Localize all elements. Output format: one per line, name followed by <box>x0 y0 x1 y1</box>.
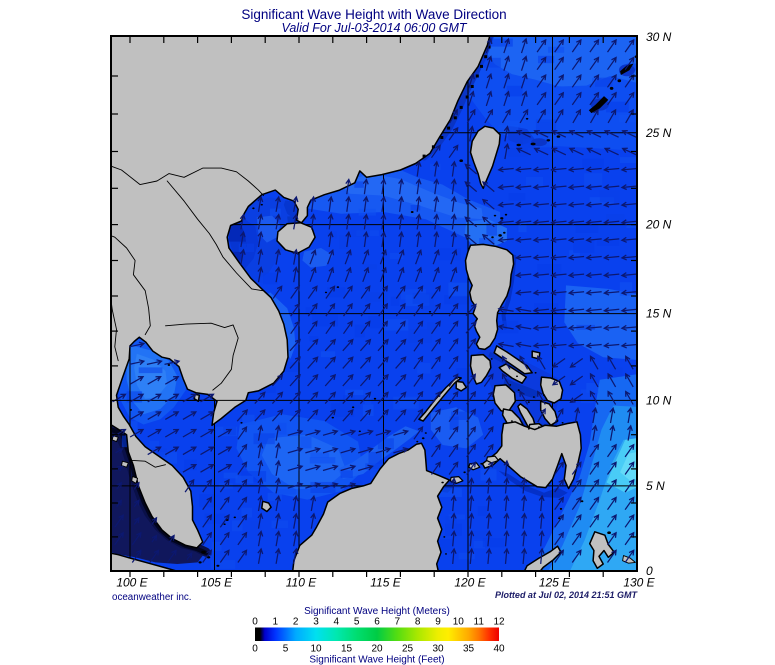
svg-text:Plotted at Jul 02, 2014 21:51: Plotted at Jul 02, 2014 21:51 GMT <box>495 590 639 600</box>
svg-text:oceanweather inc.: oceanweather inc. <box>112 592 192 603</box>
svg-text:120 E: 120 E <box>454 576 486 590</box>
svg-text:0: 0 <box>646 564 653 578</box>
svg-text:5 N: 5 N <box>646 479 665 493</box>
svg-text:25: 25 <box>402 644 414 655</box>
svg-text:2: 2 <box>293 617 299 628</box>
svg-text:35: 35 <box>463 644 475 655</box>
svg-text:1: 1 <box>273 617 279 628</box>
svg-text:12: 12 <box>493 617 505 628</box>
svg-text:130 E: 130 E <box>623 576 655 590</box>
svg-text:30 N: 30 N <box>646 30 672 44</box>
svg-text:10: 10 <box>453 617 465 628</box>
svg-text:40: 40 <box>493 644 505 655</box>
svg-text:110 E: 110 E <box>286 576 317 590</box>
svg-text:6: 6 <box>374 617 380 628</box>
svg-text:Significant Wave Height (Meter: Significant Wave Height (Meters) <box>304 606 450 617</box>
svg-text:4: 4 <box>334 617 340 628</box>
svg-text:105 E: 105 E <box>201 576 233 590</box>
svg-text:15 N: 15 N <box>646 307 672 321</box>
svg-text:10: 10 <box>310 644 322 655</box>
svg-text:11: 11 <box>474 617 485 628</box>
svg-text:0: 0 <box>252 617 258 628</box>
svg-text:0: 0 <box>252 644 258 655</box>
svg-text:115 E: 115 E <box>370 576 401 590</box>
svg-text:7: 7 <box>395 617 401 628</box>
svg-text:25 N: 25 N <box>645 126 672 140</box>
svg-text:20: 20 <box>371 644 383 655</box>
svg-text:Valid For Jul-03-2014 06:00 GM: Valid For Jul-03-2014 06:00 GMT <box>281 21 467 35</box>
svg-text:10 N: 10 N <box>646 393 672 407</box>
svg-text:20 N: 20 N <box>645 218 672 232</box>
svg-text:3: 3 <box>313 617 319 628</box>
svg-text:5: 5 <box>283 644 289 655</box>
svg-text:5: 5 <box>354 617 360 628</box>
svg-text:9: 9 <box>435 617 441 628</box>
svg-text:125 E: 125 E <box>539 576 571 590</box>
svg-text:Significant Wave Height (Feet): Significant Wave Height (Feet) <box>309 655 444 665</box>
svg-text:30: 30 <box>432 644 444 655</box>
svg-text:100 E: 100 E <box>116 576 148 590</box>
svg-text:8: 8 <box>415 617 421 628</box>
svg-text:15: 15 <box>341 644 353 655</box>
svg-text:Significant Wave Height with W: Significant Wave Height with Wave Direct… <box>241 7 506 22</box>
